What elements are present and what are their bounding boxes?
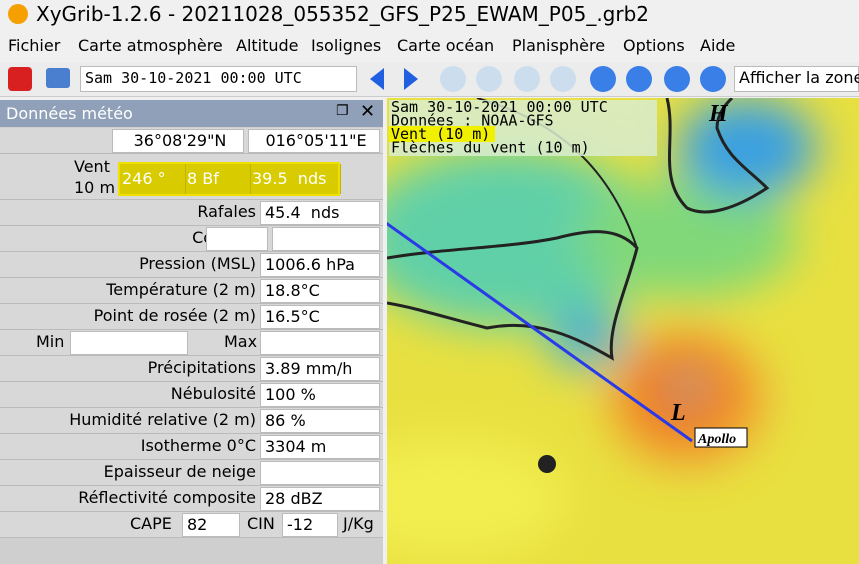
max-label: Max bbox=[224, 332, 258, 351]
pan-right[interactable] bbox=[626, 66, 652, 92]
wind-label: 10 m bbox=[74, 178, 116, 197]
wind-label: Vent bbox=[74, 157, 110, 176]
zoom-all[interactable] bbox=[550, 66, 576, 92]
value-field: 18.8°C bbox=[260, 279, 380, 303]
value-field bbox=[272, 227, 380, 251]
field-label: Température (2 m) bbox=[106, 280, 256, 299]
cape-value: 82 bbox=[182, 513, 240, 537]
menu-bar: Fichier Carte atmosphère Altitude Isolignes… bbox=[0, 34, 859, 60]
pan-left[interactable] bbox=[590, 66, 616, 92]
close-button[interactable]: ✕ bbox=[360, 101, 376, 122]
max-field bbox=[260, 331, 380, 355]
field-label: Nébulosité bbox=[170, 384, 256, 403]
menu-item[interactable]: Carte océan bbox=[397, 36, 495, 55]
panel-title: Données météo bbox=[6, 104, 133, 123]
field-label: Pression (MSL) bbox=[139, 254, 256, 273]
quit-button[interactable] bbox=[8, 67, 32, 91]
map-overlay-text: Sam 30-10-2021 00:00 UTC bbox=[391, 98, 608, 116]
min-field bbox=[70, 331, 188, 355]
field-label: Point de rosée (2 m) bbox=[93, 306, 256, 325]
latitude: 36°08'29"N bbox=[112, 129, 244, 153]
open-button[interactable] bbox=[46, 68, 70, 88]
cape-unit: J/Kg bbox=[343, 514, 374, 533]
value-field: 16.5°C bbox=[260, 305, 380, 329]
zoom-fit[interactable] bbox=[514, 66, 540, 92]
value-field bbox=[206, 227, 268, 251]
menu-item[interactable]: Options bbox=[623, 36, 685, 55]
map-overlay-text: Flèches du vent (10 m) bbox=[391, 139, 590, 157]
pan-down[interactable] bbox=[700, 66, 726, 92]
low-pressure-label: L bbox=[670, 400, 686, 426]
wind-value: 39.5 nds bbox=[250, 164, 341, 194]
value-field: 100 % bbox=[260, 383, 380, 407]
menu-item[interactable]: Isolignes bbox=[311, 36, 382, 55]
field-label: Isotherme 0°C bbox=[140, 436, 256, 455]
menu-item[interactable]: Altitude bbox=[236, 36, 299, 55]
window-title: XyGrib-1.2.6 - 20211028_055352_GFS_P25_E… bbox=[36, 2, 650, 26]
cape-label: CAPE bbox=[130, 514, 172, 533]
wind-highlight bbox=[118, 162, 340, 196]
value-field: 45.4 nds bbox=[260, 201, 380, 225]
value-field: 1006.6 hPa bbox=[260, 253, 380, 277]
high-pressure-label: H bbox=[708, 101, 729, 127]
value-field: 3304 m bbox=[260, 435, 380, 459]
wind-value: 246 ° bbox=[120, 164, 186, 194]
map-overlay-text: Données : NOAA-GFS bbox=[391, 112, 554, 130]
menu-item[interactable]: Aide bbox=[700, 36, 736, 55]
field-label: Humidité relative (2 m) bbox=[69, 410, 256, 429]
panel-header bbox=[0, 100, 383, 127]
menu-item[interactable]: Carte atmosphère bbox=[78, 36, 223, 55]
menu-item[interactable]: Planisphère bbox=[512, 36, 606, 55]
pan-up[interactable] bbox=[664, 66, 690, 92]
wind-value: 8 Bf bbox=[185, 164, 251, 194]
value-field: 86 % bbox=[260, 409, 380, 433]
min-label: Min bbox=[36, 332, 65, 351]
field-label: Epaisseur de neige bbox=[103, 462, 256, 481]
field-label: Réflectivité composite bbox=[78, 488, 256, 507]
field-label: Rafales bbox=[197, 202, 256, 221]
float-button[interactable]: ❐ bbox=[336, 103, 349, 119]
value-field: 28 dBZ bbox=[260, 487, 380, 511]
menu-item[interactable]: Fichier bbox=[8, 36, 61, 55]
value-field: 3.89 mm/h bbox=[260, 357, 380, 381]
app-icon bbox=[8, 4, 28, 24]
storm-label: Apollo bbox=[697, 432, 736, 447]
zoom-out[interactable] bbox=[476, 66, 502, 92]
longitude: 016°05'11"E bbox=[248, 129, 380, 153]
cin-value: -12 bbox=[282, 513, 338, 537]
field-label: Précipitations bbox=[147, 358, 256, 377]
weather-panel: Données météo ❐ ✕ 36°08'29"N 016°05'11"E… bbox=[0, 100, 383, 564]
map-overlay-text: Vent (10 m) bbox=[391, 125, 490, 143]
date-select[interactable]: Sam 30-10-2021 00:00 UTC bbox=[80, 66, 357, 92]
zone-select[interactable]: Afficher la zone bbox=[734, 66, 859, 92]
zoom-in[interactable] bbox=[440, 66, 466, 92]
value-field bbox=[260, 461, 380, 485]
cin-label: CIN bbox=[247, 514, 275, 533]
